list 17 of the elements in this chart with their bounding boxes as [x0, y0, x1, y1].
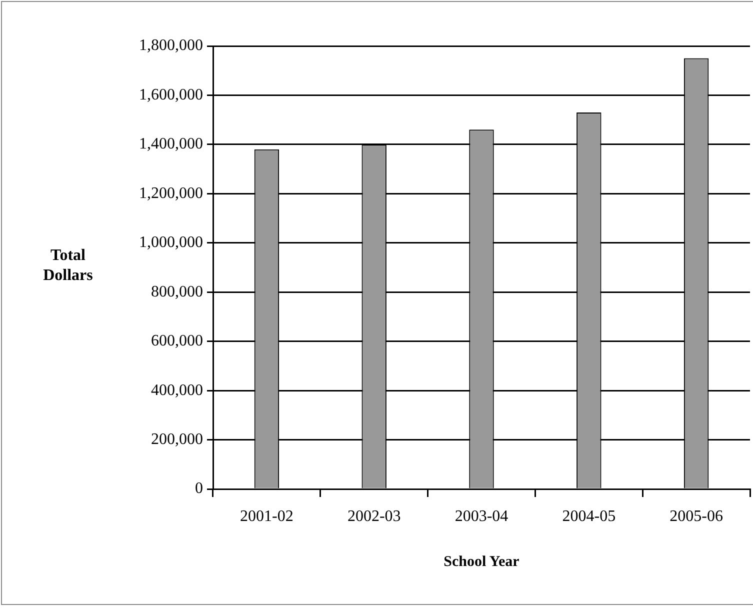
y-tick-label: 1,200,000 [139, 184, 203, 202]
y-tick-label: 800,000 [151, 283, 203, 300]
x-axis-title: School Year [444, 554, 520, 570]
x-tick-label: 2002-03 [347, 508, 401, 525]
y-tick-label: 1,600,000 [139, 86, 203, 104]
x-tick-label: 2003-04 [454, 508, 508, 525]
x-tick-label: 2004-05 [562, 508, 616, 525]
y-tick-label: 1,000,000 [139, 234, 203, 252]
y-tick-label: 1,800,000 [139, 37, 203, 54]
y-tick-label: 1,400,000 [139, 136, 203, 153]
x-tick-label: 2001-02 [240, 508, 294, 525]
y-tick-label: 600,000 [151, 332, 203, 350]
y-tick-label: 400,000 [151, 382, 203, 399]
y-tick-label: 0 [195, 480, 203, 498]
y-axis-title: Total Dollars [42, 246, 94, 286]
x-tick-label: 2005-06 [670, 508, 723, 525]
y-tick-label: 200,000 [151, 430, 203, 448]
